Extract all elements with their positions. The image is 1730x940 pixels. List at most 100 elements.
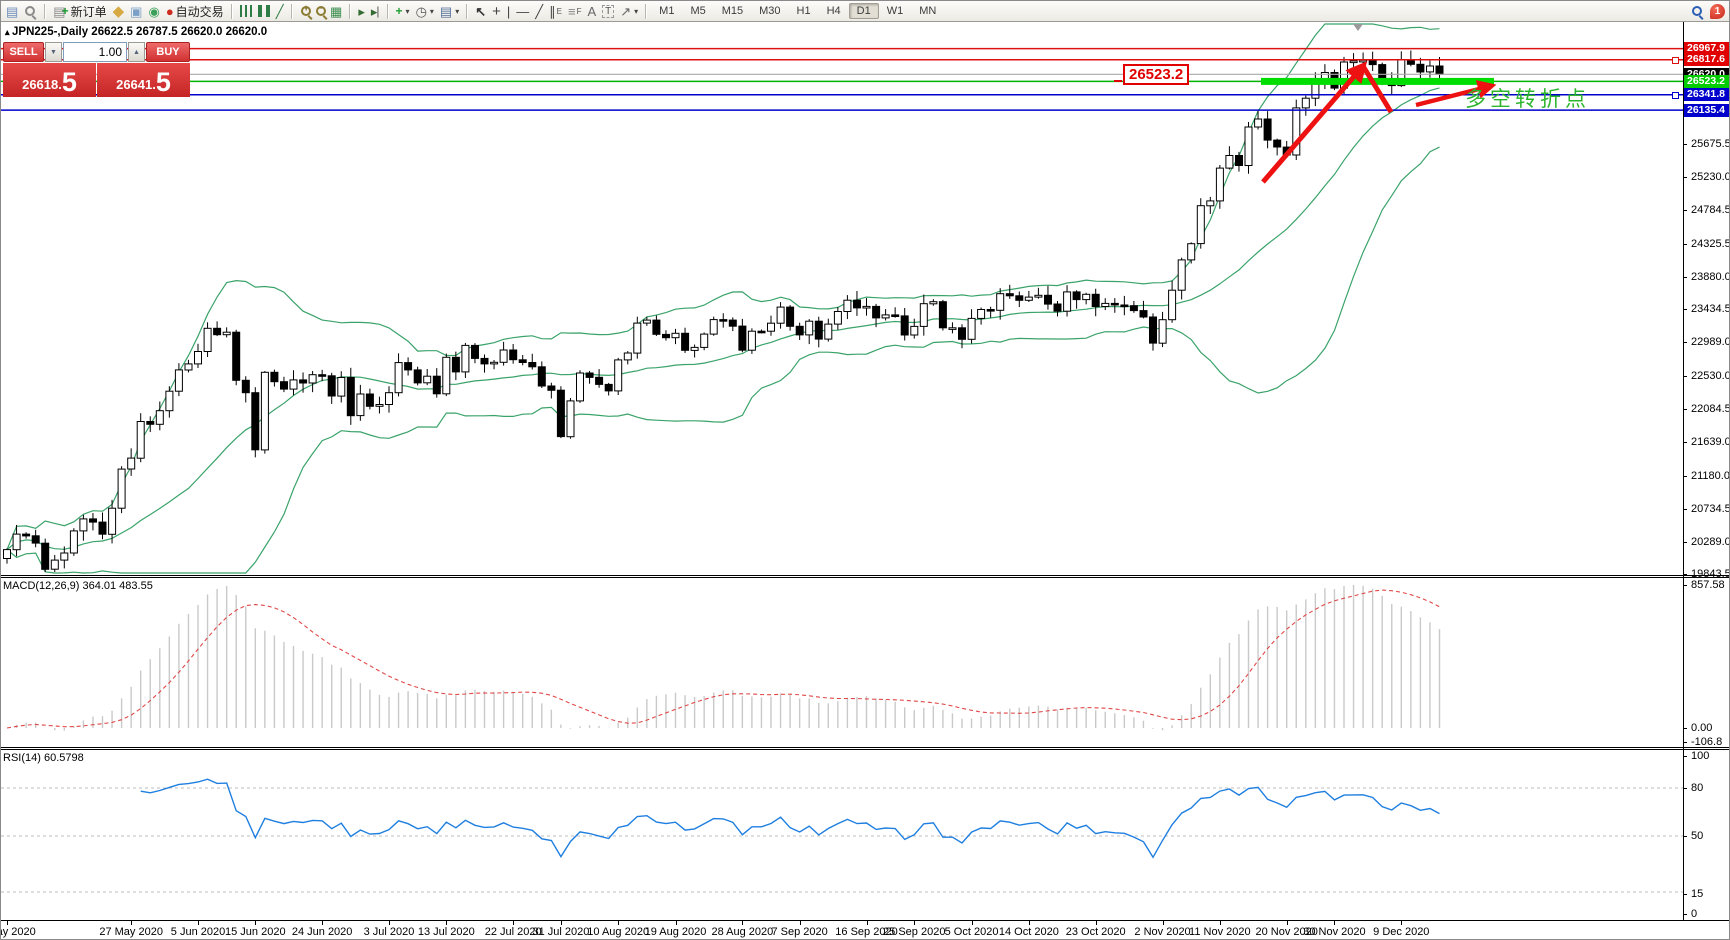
buy-button[interactable]: BUY bbox=[146, 42, 190, 62]
autotrading-button[interactable]: ● 自动交易 bbox=[163, 2, 227, 21]
channel-icon[interactable]: ∥ E bbox=[549, 3, 562, 19]
profiles-icon[interactable] bbox=[21, 2, 40, 21]
line-edit-marker[interactable] bbox=[1672, 92, 1679, 100]
tf-m15[interactable]: M15 bbox=[721, 5, 744, 17]
date-axis-label: 7 Sep 2020 bbox=[771, 926, 828, 938]
date-tick bbox=[322, 921, 324, 925]
date-axis-label: 5 Jun 2020 bbox=[170, 926, 226, 938]
axis-tick bbox=[1683, 574, 1687, 575]
date-tick bbox=[131, 921, 133, 925]
price-axis-label: 22989.0 bbox=[1691, 336, 1730, 348]
candlestick-chart-icon[interactable] bbox=[255, 2, 273, 21]
fibonacci-icon[interactable]: ≡ F bbox=[567, 3, 582, 19]
axis-tick bbox=[1683, 244, 1687, 245]
zoom-in-icon[interactable]: + bbox=[297, 2, 312, 21]
axis-tick bbox=[1683, 788, 1687, 789]
chart-window-icon[interactable]: ▤ bbox=[6, 3, 19, 19]
volume-input[interactable] bbox=[63, 42, 127, 62]
notifications-icon[interactable]: 1 bbox=[1710, 3, 1725, 19]
templates-icon[interactable]: ▤ ▾ bbox=[439, 3, 460, 19]
volume-increase-button[interactable]: ▲ bbox=[128, 42, 145, 62]
text-label-icon[interactable]: T bbox=[599, 2, 617, 21]
turning-point-annotation[interactable]: 多空转折点 bbox=[1465, 88, 1590, 111]
signal-icon[interactable]: ◉ bbox=[148, 3, 160, 19]
sell-price[interactable]: 26618. 5 bbox=[3, 63, 96, 97]
search-icon[interactable] bbox=[1691, 5, 1704, 18]
zoom-out-icon[interactable]: − bbox=[312, 2, 327, 21]
date-tick bbox=[1028, 921, 1030, 925]
axis-tick bbox=[1683, 409, 1687, 410]
toolbar-separator bbox=[466, 3, 469, 19]
vertical-line-icon[interactable]: | bbox=[506, 3, 511, 19]
rsi-label: RSI(14) 60.5798 bbox=[3, 752, 84, 764]
volume-decrease-button[interactable]: ▼ bbox=[45, 42, 62, 62]
axis-tick bbox=[1683, 144, 1687, 145]
date-axis-label: 19 Aug 2020 bbox=[644, 926, 707, 938]
axis-tick bbox=[1683, 836, 1687, 837]
bar-chart-icon[interactable] bbox=[237, 2, 255, 21]
date-axis-label: 16 Sep 2020 bbox=[835, 926, 898, 938]
price-level-callout[interactable]: 26523.2 bbox=[1123, 64, 1190, 85]
price-tag: 26341.8 bbox=[1684, 88, 1729, 102]
chart-shift-icon[interactable]: ▸ | bbox=[370, 3, 380, 19]
tf-m30[interactable]: M30 bbox=[759, 5, 781, 17]
date-axis-label: 24 Jun 2020 bbox=[291, 926, 353, 938]
cursor-icon[interactable]: ↖ bbox=[475, 3, 487, 19]
date-axis-label: 5 Oct 2020 bbox=[944, 926, 999, 938]
rsi-pane[interactable]: RSI(14) 60.5798 bbox=[1, 750, 1683, 920]
date-tick bbox=[914, 921, 916, 925]
price-axis-label: 23880.0 bbox=[1691, 271, 1730, 283]
autoscroll-icon[interactable]: ▸ bbox=[358, 3, 365, 19]
date-axis-label: 28 Aug 2020 bbox=[711, 926, 774, 938]
chart-shift-marker-icon[interactable] bbox=[1353, 24, 1363, 31]
line-edit-marker[interactable] bbox=[1672, 57, 1679, 65]
axis-tick bbox=[1683, 177, 1687, 178]
price-axis-label: 80 bbox=[1691, 782, 1704, 794]
buy-price[interactable]: 26641. 5 bbox=[97, 63, 190, 97]
crosshair-icon[interactable]: + bbox=[492, 2, 501, 20]
new-order-icon: ▤ bbox=[53, 3, 66, 19]
toolbar-separator bbox=[645, 3, 648, 19]
tf-mn[interactable]: MN bbox=[919, 5, 937, 17]
tf-w1[interactable]: W1 bbox=[886, 5, 904, 17]
toolbar-separator bbox=[230, 3, 233, 19]
autotrading-label: 自动交易 bbox=[175, 4, 224, 19]
tf-d1[interactable]: D1 bbox=[848, 3, 879, 19]
date-axis-label: 9 Dec 2020 bbox=[1373, 926, 1430, 938]
periods-icon[interactable]: ◷ ▾ bbox=[415, 3, 434, 19]
line-chart-icon[interactable]: ╱ bbox=[275, 3, 284, 19]
metaeditor-icon[interactable]: ◆ bbox=[112, 2, 125, 20]
price-tag: 26817.6 bbox=[1684, 53, 1729, 67]
text-icon[interactable]: A bbox=[587, 3, 597, 19]
terminal-icon[interactable]: ▣ bbox=[130, 3, 143, 19]
price-axis-label: 23434.5 bbox=[1691, 303, 1730, 315]
axis-tick bbox=[1683, 728, 1687, 729]
tf-m5[interactable]: M5 bbox=[690, 5, 706, 17]
price-axis-label: 25675.5 bbox=[1691, 138, 1730, 150]
arrows-icon[interactable]: ↗ ▾ bbox=[620, 3, 639, 19]
pane-separator[interactable] bbox=[1, 747, 1729, 748]
horizontal-line-icon[interactable]: — bbox=[516, 3, 530, 19]
date-axis-label: 20 Nov 2020 bbox=[1255, 926, 1318, 938]
toolbar: ▤ ▤ + 新订单 ◆ ▣ ◉ ● 自动交易 ╱ + − ▦ ▸ ▸ | + ▾ ◷… bbox=[1, 1, 1729, 22]
sell-button[interactable]: SELL bbox=[3, 42, 44, 62]
one-click-trade-panel: SELL ▼ ▲ BUY 26618.5 26641.5 bbox=[3, 42, 190, 97]
date-tick bbox=[799, 921, 801, 925]
trendline-icon[interactable]: ╱ bbox=[535, 3, 544, 19]
date-axis-label: 10 Aug 2020 bbox=[587, 926, 650, 938]
tf-m1[interactable]: M1 bbox=[659, 5, 675, 17]
tf-h1[interactable]: H1 bbox=[796, 5, 811, 17]
date-axis-label: 22 Jul 2020 bbox=[484, 926, 542, 938]
price-tag: 26135.4 bbox=[1684, 103, 1729, 117]
tile-windows-icon[interactable]: ▦ bbox=[330, 3, 343, 19]
axis-tick bbox=[1683, 509, 1687, 510]
tf-h4[interactable]: H4 bbox=[826, 5, 841, 17]
main-chart-pane[interactable] bbox=[1, 22, 1683, 575]
pane-separator[interactable] bbox=[1, 575, 1729, 576]
price-axis-label: 20734.5 bbox=[1691, 503, 1730, 515]
indicators-icon[interactable]: + ▾ bbox=[395, 4, 410, 18]
macd-pane[interactable]: MACD(12,26,9) 364.01 483.55 bbox=[1, 578, 1683, 747]
new-order-button[interactable]: ▤ + 新订单 bbox=[53, 3, 107, 19]
price-axis-label: 25230.0 bbox=[1691, 171, 1730, 183]
